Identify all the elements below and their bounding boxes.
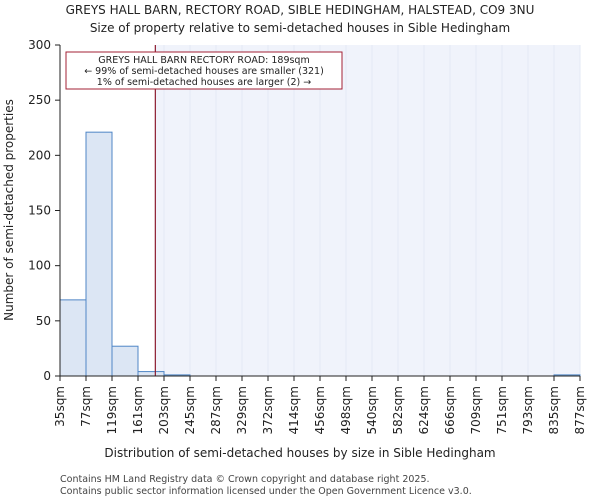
x-tick-label: 372sqm (261, 386, 275, 434)
footer-line-1: Contains HM Land Registry data © Crown c… (60, 474, 430, 485)
x-tick-label: 203sqm (157, 386, 171, 434)
chart-title: GREYS HALL BARN, RECTORY ROAD, SIBLE HED… (66, 3, 535, 17)
plot-area: 0 50 100 150 200 250 300 35sqm 77sqm 119sqm 161sqm… (28, 38, 587, 434)
footer-line-2: Contains public sector information licen… (60, 486, 472, 497)
x-tick-label: 666sqm (443, 386, 457, 434)
bar (111, 345, 139, 377)
x-tick-label: 414sqm (287, 386, 301, 434)
annotation-line: ← 99% of semi-detached houses are smalle… (84, 66, 324, 77)
bar (85, 131, 113, 377)
annotation-line: 1% of semi-detached houses are larger (2… (97, 77, 311, 88)
y-tick-label: 150 (28, 204, 51, 218)
chart-subtitle: Size of property relative to semi-detach… (90, 21, 510, 35)
x-tick-label: 245sqm (183, 386, 197, 434)
x-tick-label: 119sqm (105, 386, 119, 434)
x-tick-label: 77sqm (79, 386, 93, 427)
x-tick-label: 709sqm (469, 386, 483, 434)
x-tick-label: 582sqm (391, 386, 405, 434)
larger-region-shading (155, 45, 581, 376)
x-tick-label: 751sqm (495, 386, 509, 434)
x-tick-label: 498sqm (339, 386, 353, 434)
x-tick-label: 540sqm (365, 386, 379, 434)
annotation-box (65, 51, 343, 90)
y-tick-label: 0 (43, 369, 51, 383)
x-tick-label: 329sqm (235, 386, 249, 434)
x-tick-label: 793sqm (521, 386, 535, 434)
y-tick-label: 200 (28, 148, 51, 162)
x-tick-label: 35sqm (53, 386, 67, 427)
bar (59, 299, 87, 377)
x-tick-label: 161sqm (131, 386, 145, 434)
annotation-line: GREYS HALL BARN RECTORY ROAD: 189sqm (98, 55, 309, 66)
x-tick-label: 287sqm (209, 386, 223, 434)
x-tick-label: 835sqm (547, 386, 561, 434)
x-tick-label: 456sqm (313, 386, 327, 434)
y-tick-label: 50 (36, 314, 51, 328)
bar (137, 371, 165, 377)
y-axis-label: Number of semi-detached properties (2, 99, 16, 321)
x-axis-label: Distribution of semi-detached houses by … (104, 446, 495, 460)
y-tick-label: 100 (28, 259, 51, 273)
y-tick-label: 300 (28, 38, 51, 52)
x-tick-label: 877sqm (573, 386, 587, 434)
x-tick-label: 624sqm (417, 386, 431, 434)
y-tick-label: 250 (28, 93, 51, 107)
